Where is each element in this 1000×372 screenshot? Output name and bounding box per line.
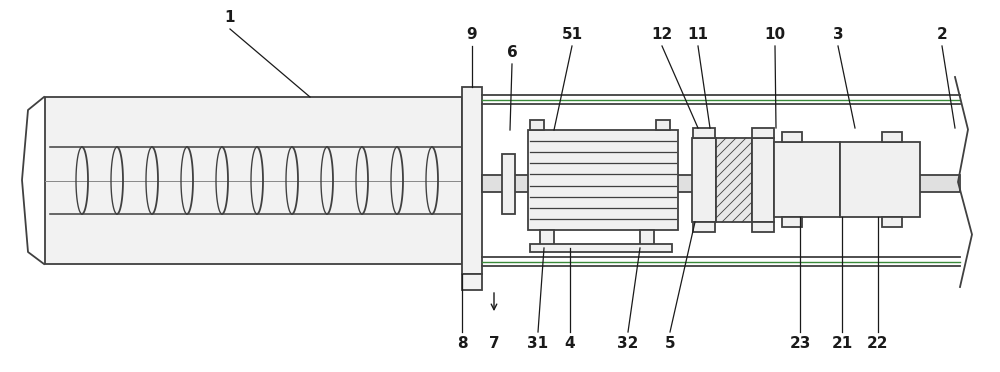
Bar bbox=[530, 244, 672, 252]
Bar bbox=[693, 128, 715, 138]
Text: 9: 9 bbox=[467, 26, 477, 42]
Bar bbox=[640, 230, 654, 248]
Text: 51: 51 bbox=[561, 26, 583, 42]
Text: 8: 8 bbox=[457, 337, 467, 352]
Bar bbox=[45, 97, 462, 264]
Text: 12: 12 bbox=[651, 26, 673, 42]
Bar bbox=[482, 175, 960, 192]
Bar bbox=[693, 222, 715, 232]
Bar bbox=[752, 138, 774, 222]
Bar bbox=[528, 130, 678, 230]
Text: 2: 2 bbox=[937, 26, 947, 42]
Text: 32: 32 bbox=[617, 337, 639, 352]
Bar bbox=[530, 120, 544, 130]
Text: 1: 1 bbox=[225, 10, 235, 25]
Bar bbox=[882, 217, 902, 227]
Bar bbox=[782, 217, 802, 227]
Bar bbox=[882, 132, 902, 142]
Text: 11: 11 bbox=[688, 26, 708, 42]
Text: 22: 22 bbox=[867, 337, 889, 352]
Text: 5: 5 bbox=[665, 337, 675, 352]
Text: 23: 23 bbox=[789, 337, 811, 352]
Bar bbox=[692, 138, 716, 222]
Bar bbox=[840, 142, 920, 217]
Text: 4: 4 bbox=[565, 337, 575, 352]
Text: 7: 7 bbox=[489, 337, 499, 352]
Bar bbox=[774, 142, 840, 217]
Bar bbox=[540, 230, 554, 248]
Bar bbox=[502, 154, 515, 214]
Text: 3: 3 bbox=[833, 26, 843, 42]
Bar bbox=[716, 138, 752, 222]
Text: 6: 6 bbox=[507, 45, 517, 60]
Bar bbox=[462, 87, 482, 274]
Bar bbox=[462, 274, 482, 290]
Bar bbox=[782, 132, 802, 142]
Bar bbox=[752, 222, 774, 232]
Text: 31: 31 bbox=[527, 337, 549, 352]
Bar bbox=[656, 120, 670, 130]
Text: 21: 21 bbox=[831, 337, 853, 352]
Text: 10: 10 bbox=[764, 26, 786, 42]
Bar bbox=[752, 128, 774, 138]
